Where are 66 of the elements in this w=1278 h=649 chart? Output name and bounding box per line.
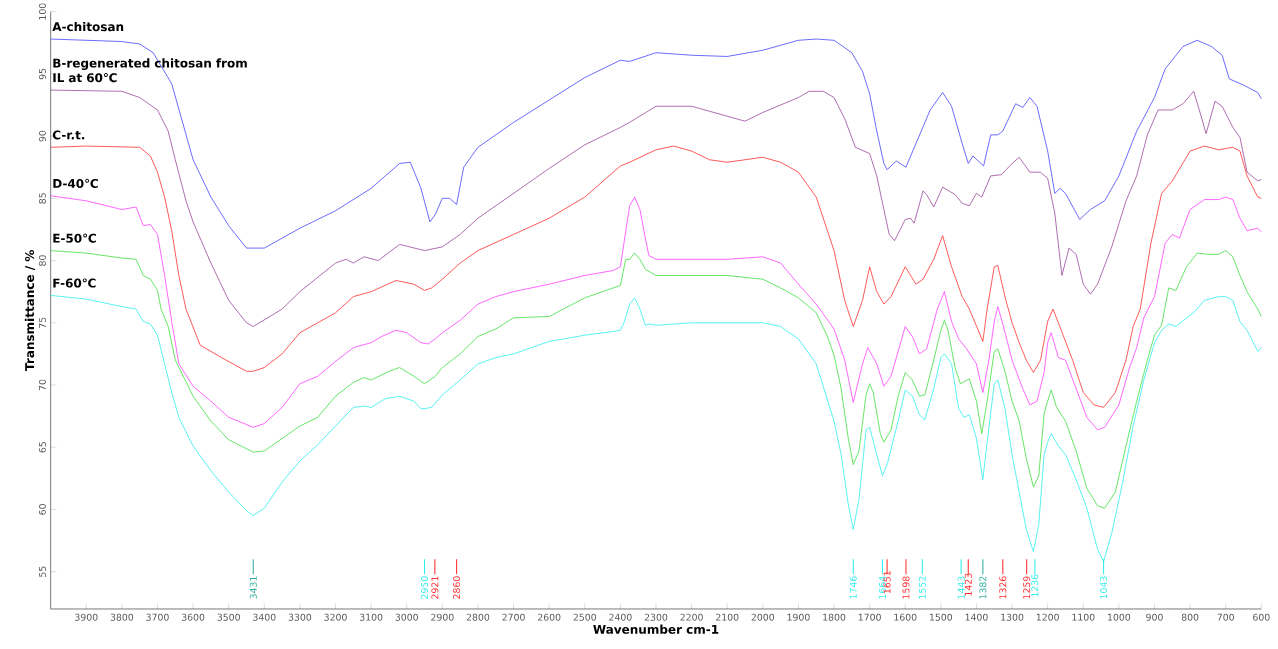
series-label: E-50℃ <box>53 233 96 243</box>
ref-line-label: 1326 <box>999 576 1007 599</box>
ref-line-label: 2921 <box>431 576 439 599</box>
series-label: C-r.t. <box>52 130 85 140</box>
series-label: F-60℃ <box>53 278 96 288</box>
ref-line-label: 1236 <box>1031 574 1039 597</box>
series-label: B-regenerated chitosan from IL at 60℃ <box>53 58 247 83</box>
ref-line-label: 1423 <box>964 573 972 596</box>
x-tick-label: 1200 <box>1036 613 1059 621</box>
ref-line-label: 2860 <box>453 576 461 599</box>
ref-line-label: 2950 <box>421 576 429 599</box>
x-tick-label: 1000 <box>1108 613 1131 621</box>
x-tick-label: 3700 <box>146 613 169 621</box>
ref-line-label: 3431 <box>249 576 257 599</box>
x-tick-label: 2700 <box>502 613 525 621</box>
x-tick-label: 2600 <box>537 613 561 621</box>
ref-line-label: 1598 <box>902 576 910 599</box>
x-tick-label: 3500 <box>217 613 240 621</box>
x-tick-label: 600 <box>1253 613 1270 621</box>
y-tick-label: 100 <box>38 3 46 20</box>
x-tick-label: 2300 <box>644 613 668 621</box>
x-tick-label: 1500 <box>930 613 953 621</box>
ref-line-label: 1746 <box>849 576 857 599</box>
series-label: A-chitosan <box>52 21 124 32</box>
y-tick-label: 55 <box>39 566 46 577</box>
series-label: D-40℃ <box>53 178 98 189</box>
y-tick-label: 95 <box>38 68 46 80</box>
x-tick-label: 900 <box>1146 613 1163 621</box>
ref-line-label: 1552 <box>918 576 926 599</box>
ref-line-label: 1382 <box>979 576 987 599</box>
x-tick-label: 700 <box>1217 613 1234 621</box>
x-tick-label: 1400 <box>965 613 988 621</box>
x-tick-label: 1700 <box>858 613 881 621</box>
x-tick-label: 2900 <box>431 613 454 621</box>
y-tick-label: 80 <box>38 255 46 266</box>
x-tick-label: 3300 <box>288 613 312 621</box>
x-axis-title: Wavenumber cm-1 <box>593 624 719 634</box>
x-tick-label: 3400 <box>253 613 276 621</box>
x-tick-label: 1600 <box>894 613 917 621</box>
x-tick-label: 2200 <box>680 613 703 621</box>
x-tick-label: 3000 <box>395 613 418 621</box>
x-tick-label: 3800 <box>110 613 134 621</box>
x-tick-label: 800 <box>1181 613 1199 621</box>
ref-line-label: 1043 <box>1100 576 1108 599</box>
y-tick-label: 75 <box>39 317 46 328</box>
x-tick-label: 1800 <box>823 613 846 621</box>
x-tick-label: 2000 <box>751 613 775 621</box>
y-tick-label: 60 <box>38 504 46 515</box>
y-tick-label: 90 <box>38 130 46 142</box>
x-tick-label: 2800 <box>466 613 490 621</box>
ref-line-label: 1259 <box>1023 576 1031 599</box>
y-tick-label: 65 <box>38 442 46 453</box>
x-tick-label: 2400 <box>609 613 632 621</box>
x-tick-label: 1300 <box>1001 613 1024 621</box>
y-axis-title: Transmittance / % <box>24 250 36 371</box>
x-tick-label: 3900 <box>75 613 98 621</box>
x-tick-label: 1900 <box>787 613 810 621</box>
x-tick-label: 3600 <box>181 613 205 621</box>
x-tick-label: 3100 <box>359 613 383 621</box>
ref-line-label: 1443 <box>957 576 965 599</box>
y-tick-label: 70 <box>38 379 46 391</box>
y-tick-label: 85 <box>38 193 46 204</box>
x-tick-label: 3200 <box>324 613 347 621</box>
x-tick-label: 1100 <box>1072 613 1095 621</box>
x-tick-label: 2100 <box>716 613 739 621</box>
x-tick-label: 2500 <box>573 613 597 621</box>
